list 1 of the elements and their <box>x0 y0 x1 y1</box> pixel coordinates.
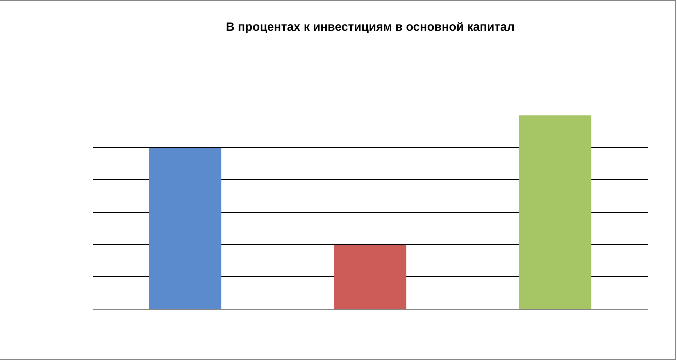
chart-title: В процентах к инвестициям в основной капитал <box>226 20 515 34</box>
